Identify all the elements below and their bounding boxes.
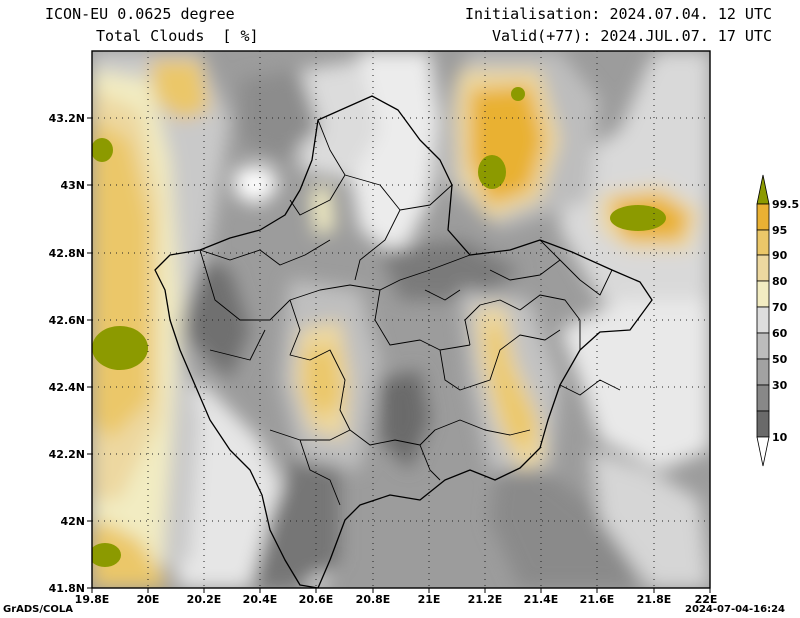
colorbar-swatch [756, 332, 770, 360]
cloud-field [92, 51, 710, 588]
tick-marks [87, 117, 711, 593]
x-tick-label: 21E [418, 593, 441, 606]
colorbar-label: 30 [772, 379, 788, 392]
y-tick-label: 42N [60, 515, 85, 528]
colorbar-swatch [756, 229, 770, 256]
country-border [154, 95, 653, 588]
colorbar-label: 60 [772, 327, 788, 340]
colorbar-label: 95 [772, 224, 787, 237]
y-tick-label: 43N [60, 179, 85, 192]
x-tick-label: 20.2E [187, 593, 222, 606]
valid-time: Valid(+77): 2024.JUL.07. 17 UTC [492, 27, 772, 45]
colorbar-swatch [756, 410, 770, 438]
model-title: ICON-EU 0.0625 degree [45, 5, 235, 23]
x-tick-label: 21.6E [580, 593, 615, 606]
x-tick-label: 19.8E [75, 593, 110, 606]
region-border [199, 119, 621, 506]
y-tick-label: 42.2N [49, 448, 85, 461]
y-tick-label: 42.6N [49, 314, 85, 327]
y-tick-label: 42.8N [49, 247, 85, 260]
colorbar [756, 174, 770, 467]
x-tick-label: 20E [137, 593, 160, 606]
colorbar-swatch [756, 306, 770, 334]
y-tick-label: 43.2N [49, 112, 85, 125]
x-tick-label: 21.2E [468, 593, 503, 606]
x-tick-label: 21.4E [524, 593, 559, 606]
colorbar-swatch [756, 358, 770, 386]
render-timestamp: 2024-07-04-16:24 [685, 604, 785, 615]
colorbar-labels: 99.5 95 90 80 70 60 50 30 10 [772, 198, 799, 444]
colorbar-label: 90 [772, 249, 788, 262]
x-tick-label: 22E [695, 593, 718, 606]
initialisation-time: Initialisation: 2024.07.04. 12 UTC [464, 5, 772, 23]
x-tick-label: 20.8E [356, 593, 391, 606]
colorbar-label: 50 [772, 353, 788, 366]
colorbar-bottom-arrow [756, 436, 770, 467]
x-tick-label: 20.6E [299, 593, 334, 606]
colorbar-label: 80 [772, 275, 788, 288]
y-tick-label: 41.8N [49, 582, 85, 595]
colorbar-label: 10 [772, 431, 788, 444]
colorbar-swatch [756, 203, 770, 231]
graticule [92, 51, 710, 588]
colorbar-top-arrow [756, 174, 770, 205]
colorbar-label: 99.5 [772, 198, 799, 211]
software-credit: GrADS/COLA [3, 604, 73, 615]
y-tick-label: 42.4N [49, 381, 85, 394]
colorbar-swatch [756, 254, 770, 282]
colorbar-label: 70 [772, 301, 788, 314]
x-axis: 19.8E 20E 20.2E 20.4E 20.6E 20.8E 21E 21… [75, 593, 718, 606]
x-tick-label: 20.4E [243, 593, 278, 606]
field-title: Total Clouds [ %] [96, 27, 259, 45]
y-axis: 43.2N 43N 42.8N 42.6N 42.4N 42.2N 42N 41… [49, 112, 85, 595]
colorbar-swatch [756, 384, 770, 412]
colorbar-swatch [756, 280, 770, 308]
x-tick-label: 21.8E [637, 593, 672, 606]
